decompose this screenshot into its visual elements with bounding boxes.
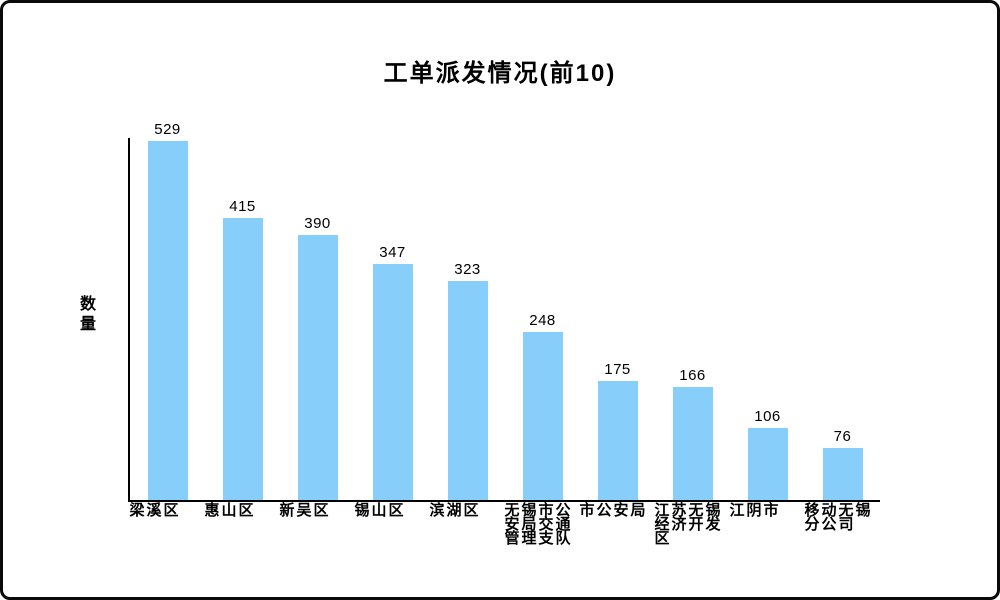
bar-value-label: 166 — [679, 367, 706, 384]
x-label-cell: 市公安局 — [578, 502, 653, 519]
x-axis-category-label: 新吴区 — [279, 502, 331, 519]
y-axis-label: 数量 — [79, 296, 96, 333]
x-label-cell: 江苏无锡经济开发区 — [653, 502, 728, 547]
bar-slot: 106 — [730, 408, 805, 500]
bar-value-label: 529 — [154, 121, 181, 138]
bar — [147, 141, 188, 500]
x-label-cell: 惠山区 — [203, 502, 278, 519]
bar-slot: 175 — [580, 361, 655, 500]
x-axis-category-label: 锡山区 — [354, 502, 406, 519]
bar — [672, 387, 713, 500]
bar-value-label: 106 — [754, 408, 781, 425]
x-label-cell: 新吴区 — [278, 502, 353, 519]
bar-slot: 529 — [130, 121, 205, 500]
x-label-cell: 江阴市 — [728, 502, 803, 519]
bar-slot: 390 — [280, 215, 355, 500]
x-label-cell: 滨湖区 — [428, 502, 503, 519]
bar-value-label: 390 — [304, 215, 331, 232]
bar-slot: 76 — [805, 428, 880, 500]
x-label-cell: 梁溪区 — [128, 502, 203, 519]
bar-slot: 347 — [355, 244, 430, 500]
bar-slot: 323 — [430, 261, 505, 500]
x-axis-category-label: 江阴市 — [729, 502, 781, 519]
bar-value-label: 76 — [833, 428, 852, 445]
bar-value-label: 175 — [604, 361, 631, 378]
bar-slot: 415 — [205, 198, 280, 500]
bar-value-label: 415 — [229, 198, 256, 215]
bar — [297, 235, 338, 500]
x-axis-category-label: 市公安局 — [579, 502, 648, 519]
x-axis-category-label: 滨湖区 — [429, 502, 481, 519]
x-axis-category-label: 惠山区 — [204, 502, 256, 519]
bar-slot: 166 — [655, 367, 730, 500]
bar — [447, 281, 488, 500]
x-axis-category-label: 江苏无锡经济开发区 — [654, 502, 723, 547]
plot-area: 529 415 390 347 323 248 175 166 106 76 — [128, 121, 880, 502]
x-label-cell: 移动无锡分公司 — [803, 502, 878, 533]
bar — [822, 448, 863, 500]
bar — [747, 428, 788, 500]
bar — [597, 381, 638, 500]
x-label-cell: 无锡市公安局交通管理支队 — [503, 502, 578, 547]
x-label-cell: 锡山区 — [353, 502, 428, 519]
bar-value-label: 347 — [379, 244, 406, 261]
x-axis-category-label: 梁溪区 — [129, 502, 181, 519]
x-axis-category-label: 移动无锡分公司 — [804, 502, 873, 533]
x-axis-labels: 梁溪区 惠山区 新吴区 锡山区 滨湖区 无锡市公安局交通管理支队 市公安局 江苏无锡经济开发区… — [128, 502, 878, 547]
bar-slot: 248 — [505, 312, 580, 500]
bar-value-label: 323 — [454, 261, 481, 278]
x-axis-category-label: 无锡市公安局交通管理支队 — [504, 502, 573, 547]
bar — [522, 332, 563, 500]
bars-container: 529 415 390 347 323 248 175 166 106 76 — [130, 121, 880, 500]
chart-title: 工单派发情况(前10) — [383, 60, 617, 87]
bar — [222, 218, 263, 500]
bar — [372, 264, 413, 500]
bar-value-label: 248 — [529, 312, 556, 329]
